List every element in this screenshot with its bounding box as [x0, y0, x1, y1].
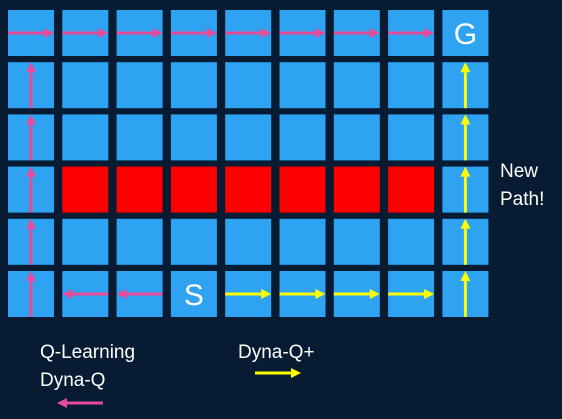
legend-q-learning-arrow — [57, 398, 103, 408]
grid-cell — [62, 62, 109, 109]
wall-cell — [279, 166, 326, 213]
q-learning-arrow — [26, 271, 36, 317]
wall-cell — [170, 166, 217, 213]
grid-cell — [442, 10, 489, 56]
dyna-q-plus-arrow — [460, 62, 471, 109]
grid-cell — [279, 114, 326, 161]
q-learning-arrow — [62, 289, 109, 299]
q-learning-arrow — [26, 218, 36, 265]
grid-cell — [170, 114, 217, 161]
dyna-q-plus-arrow — [460, 114, 471, 161]
dyna-q-plus-arrow — [460, 166, 471, 213]
dyna-q-plus-arrow — [460, 271, 471, 317]
grid-cell — [170, 271, 217, 317]
grid-cell — [333, 218, 380, 265]
wall-cell — [333, 166, 380, 213]
goal-cell-label: G — [454, 18, 477, 51]
grid-cell — [225, 114, 272, 161]
grid-cell — [62, 114, 109, 161]
legend-dyna-q-plus-arrow — [255, 368, 301, 378]
dyna-q-plus-arrow — [333, 289, 380, 299]
grid-cell — [388, 62, 435, 109]
grid-cell — [225, 218, 272, 265]
legend-dyna-q: Dyna-Q — [40, 370, 106, 391]
grid-cell — [388, 114, 435, 161]
dyna-q-plus-arrow — [460, 218, 471, 265]
wall-cell — [388, 166, 435, 213]
grid-cell — [62, 218, 109, 265]
arrows-layer — [8, 28, 471, 317]
wall-cell — [116, 166, 163, 213]
q-learning-arrow — [225, 28, 272, 38]
dyna-q-plus-arrow — [388, 289, 435, 299]
q-learning-arrow — [333, 28, 380, 38]
new-path-annotation-line2: Path! — [500, 189, 545, 210]
legend-arrows-layer — [57, 368, 301, 408]
grid-cell — [388, 218, 435, 265]
q-learning-arrow — [116, 289, 163, 299]
q-learning-arrow — [116, 28, 163, 38]
grid-cell — [116, 218, 163, 265]
q-learning-arrow — [8, 28, 54, 38]
legend-dyna-q-plus: Dyna-Q+ — [238, 342, 315, 363]
grid-cell — [225, 62, 272, 109]
grid-cell — [333, 114, 380, 161]
q-learning-arrow — [388, 28, 435, 38]
q-learning-arrow — [26, 166, 36, 213]
grid-cell — [333, 62, 380, 109]
new-path-annotation-line1: New — [500, 161, 539, 182]
grid-cell — [279, 62, 326, 109]
cells-layer: GS — [8, 10, 489, 317]
grid-cell — [116, 62, 163, 109]
grid-cell — [170, 62, 217, 109]
dyna-q-plus-arrow — [279, 289, 326, 299]
wall-cell — [225, 166, 272, 213]
grid-cell — [279, 218, 326, 265]
grid-cell — [170, 218, 217, 265]
q-learning-arrow — [170, 28, 217, 38]
q-learning-arrow — [26, 114, 36, 161]
dyna-q-plus-arrow — [225, 289, 272, 299]
q-learning-arrow — [26, 62, 36, 109]
start-cell-label: S — [184, 279, 204, 312]
legend-q-learning: Q-Learning — [40, 342, 136, 363]
grid-cell — [116, 114, 163, 161]
wall-cell — [62, 166, 109, 213]
q-learning-arrow — [279, 28, 326, 38]
q-learning-arrow — [62, 28, 109, 38]
